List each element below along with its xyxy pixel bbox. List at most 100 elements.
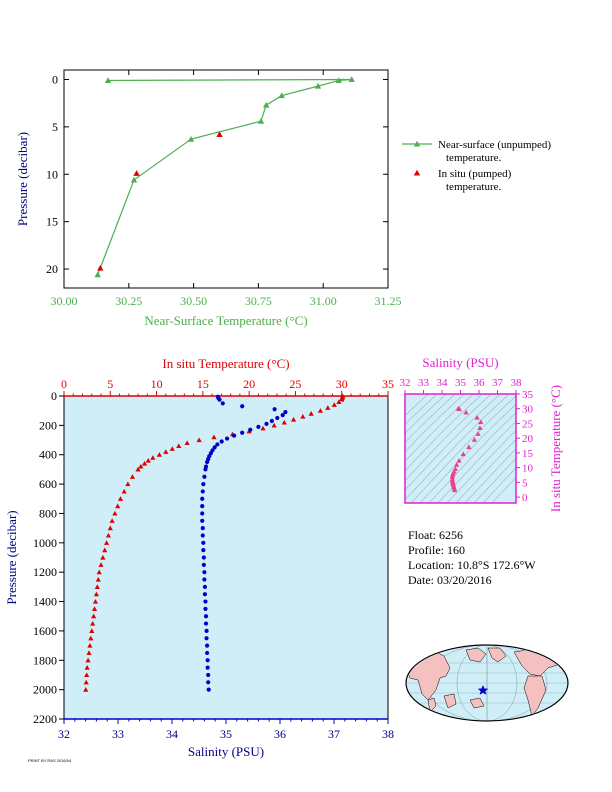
in-situ-point	[97, 264, 104, 271]
salinity-point	[215, 442, 220, 447]
float-location: Location: 10.8°S 172.6°W	[408, 558, 536, 572]
ts-point	[452, 466, 458, 471]
ts-point	[478, 419, 484, 425]
top-y-axis-label: Pressure (decibar)	[15, 132, 30, 226]
temperature-point	[211, 434, 217, 440]
salinity-point	[206, 680, 211, 685]
top-y-tick-label: 0	[52, 72, 58, 86]
ts-y-tick-label: 5	[522, 477, 528, 489]
temperature-point	[115, 503, 121, 509]
temperature-point	[105, 532, 112, 538]
pressure-y-tick-label: 2000	[33, 683, 57, 697]
salinity-point	[240, 430, 245, 435]
near-surface-point	[314, 82, 322, 89]
temperature-point	[331, 402, 337, 407]
salinity-point	[232, 433, 237, 438]
ts-point	[455, 405, 461, 411]
temp-x-tick-label: 5	[107, 377, 113, 391]
temperature-point	[90, 620, 96, 626]
temp-x-tick-label: 15	[197, 377, 209, 391]
temperature-point	[100, 554, 106, 560]
temp-x-tick-label: 25	[289, 377, 301, 391]
temperature-point	[281, 419, 287, 425]
float-number: Float: 6256	[408, 528, 464, 542]
salinity-point	[201, 555, 206, 560]
salinity-point	[200, 496, 205, 501]
top-x-tick-label: 30.75	[245, 294, 272, 308]
density-contour	[405, 394, 501, 491]
ts-y-tick-label: 20	[522, 433, 534, 445]
pressure-y-tick-label: 1800	[33, 653, 57, 667]
ts-point	[474, 414, 480, 420]
ts-point	[475, 431, 481, 436]
top-x-axis-label: Near-Surface Temperature (°C)	[144, 313, 307, 328]
temp-x-tick-label: 30	[336, 377, 348, 391]
sal-x-tick-label: 36	[274, 727, 286, 741]
sal-x-tick-label: 38	[382, 727, 394, 741]
temperature-point	[88, 635, 94, 641]
ts-x-tick-label: 38	[511, 377, 523, 389]
salinity-point	[201, 481, 206, 487]
ts-y-tick-label: 30	[522, 404, 534, 416]
temperature-point	[196, 437, 202, 443]
density-contour	[482, 467, 516, 503]
near-surface-line	[97, 78, 352, 275]
near-surface-point	[130, 176, 138, 183]
salinity-point	[212, 445, 217, 450]
density-contour	[428, 412, 516, 503]
temperature-point	[89, 628, 95, 633]
salinity-point	[202, 592, 208, 597]
ts-x-tick-label: 36	[474, 377, 486, 389]
ts-x-axis-label: Salinity (PSU)	[422, 355, 498, 370]
salinity-point	[205, 665, 210, 670]
salinity-point	[203, 621, 209, 626]
temperature-point	[125, 481, 131, 487]
pressure-y-tick-label: 600	[39, 477, 57, 491]
salinity-point	[200, 511, 205, 516]
map-landmass	[487, 647, 507, 663]
temperature-point	[129, 474, 136, 479]
ts-x-tick-label: 37	[492, 377, 504, 389]
salinity-point	[224, 436, 230, 441]
ts-diagram: 32 33 34 35 36 37 38 0 5 10 15 20 25 30 35 Salinity (PS…	[400, 355, 564, 512]
salinity-point	[240, 404, 245, 409]
temperature-point	[92, 598, 99, 604]
salinity-point	[204, 628, 209, 634]
pressure-axis-label: Pressure (decibar)	[4, 510, 19, 604]
top-legend: Near-surface (unpumped)temperature.In si…	[402, 139, 551, 193]
temperature-point	[300, 413, 306, 419]
salinity-point	[220, 401, 225, 406]
legend-label-in-situ-2: temperature.	[446, 181, 502, 193]
salinity-point	[280, 412, 285, 418]
temperature-point	[83, 679, 89, 685]
density-contour	[437, 421, 516, 503]
temperature-point	[156, 452, 162, 457]
temperature-point	[169, 446, 175, 451]
ts-point	[449, 476, 455, 482]
salinity-point	[200, 533, 205, 538]
pressure-y-tick-label: 1400	[33, 595, 57, 609]
temperature-point	[86, 650, 92, 656]
sal-x-tick-label: 34	[166, 727, 178, 741]
temperature-point	[336, 399, 342, 404]
temperature-point	[317, 408, 324, 413]
ts-x-tick-label: 34	[437, 377, 449, 389]
density-contour	[405, 394, 492, 481]
profile-chart: 0 5 10 15 20 25 30 35 32 33 34 35 36 37 38 0 200 400 600 80…	[4, 356, 394, 759]
in-situ-point	[133, 170, 140, 176]
ts-plot-background	[405, 394, 516, 503]
sal-x-tick-label: 37	[328, 727, 340, 741]
salinity-point	[272, 407, 277, 412]
map-landmass	[469, 697, 485, 709]
profile-plot-background	[64, 396, 388, 719]
salinity-point	[202, 584, 208, 589]
density-contour	[473, 457, 516, 503]
salinity-point	[203, 614, 209, 619]
ts-x-tick-label: 35	[455, 377, 467, 389]
temperature-point	[176, 443, 182, 448]
salinity-point	[205, 643, 210, 648]
float-location-marker	[477, 685, 489, 695]
density-contour	[405, 394, 429, 416]
salinity-point	[200, 504, 205, 509]
